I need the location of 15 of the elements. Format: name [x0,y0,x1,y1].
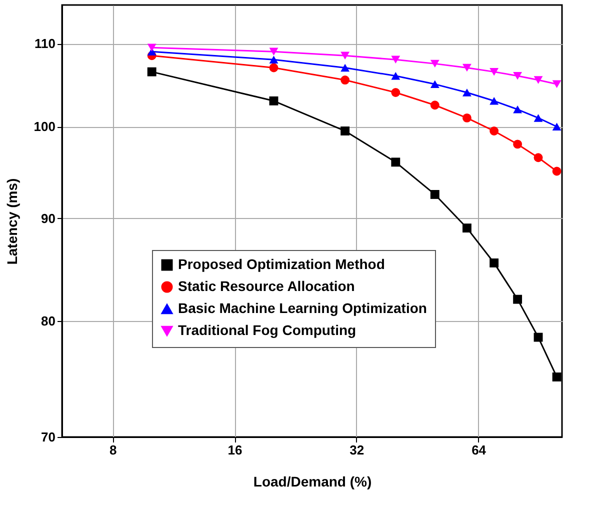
y-tick-label: 80 [41,313,56,328]
y-axis-title: Latency (ms) [4,178,20,265]
y-tick-label: 100 [34,119,56,134]
legend-label: Basic Machine Learning Optimization [178,300,427,316]
y-tick-label: 70 [41,430,56,444]
x-tick-label: 32 [350,442,364,458]
x-axis-title: Load/Demand (%) [253,474,372,490]
x-tick-label: 8 [109,442,117,458]
y-tick-label: 90 [41,210,56,226]
y-tick-label: 110 [34,36,56,52]
legend-label: Traditional Fog Computing [178,322,356,338]
x-tick-label: 64 [472,442,487,458]
legend-label: Static Resource Allocation [178,278,355,294]
legend-label: Proposed Optimization Method [178,256,385,272]
x-tick-label: 16 [228,442,242,458]
